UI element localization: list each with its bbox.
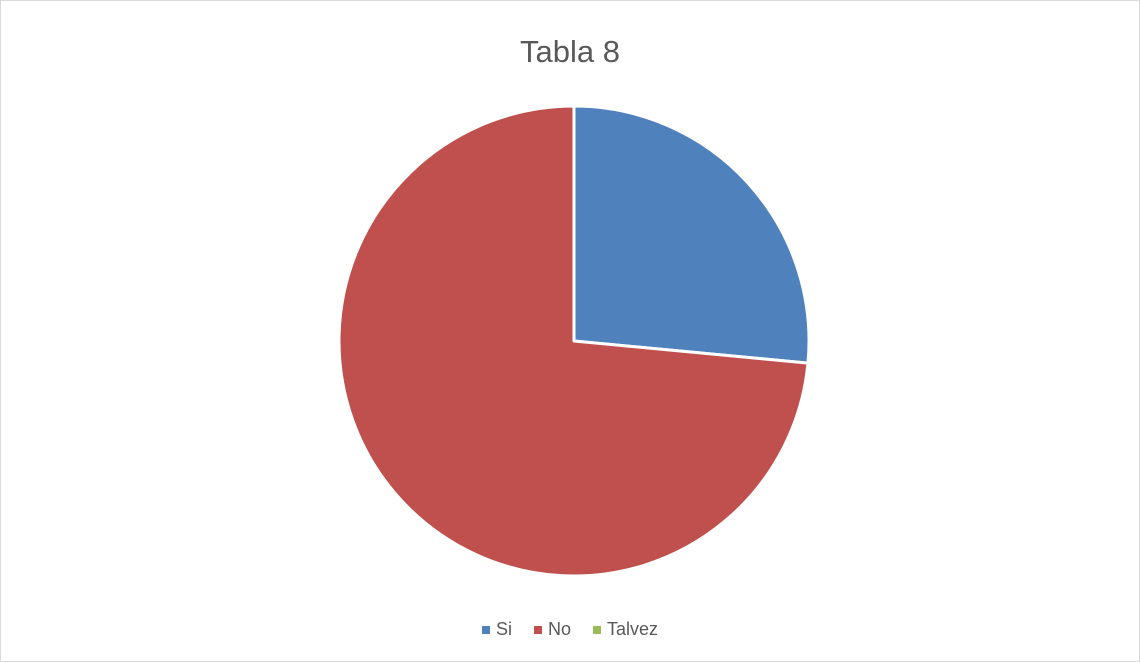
pie-slice-no [337, 104, 810, 578]
legend-label-si: Si [495, 619, 512, 639]
pie-slice-si [572, 104, 811, 365]
legend-swatch-si [481, 625, 490, 634]
pie-slices [337, 104, 811, 578]
legend-label-talvez: Talvez [607, 619, 659, 639]
legend-item-no: No [533, 619, 571, 640]
chart-title: Tabla 8 [520, 34, 620, 69]
legend-swatch-no [533, 625, 542, 634]
legend-item-si: Si [481, 619, 512, 640]
legend-label-no: No [547, 619, 571, 639]
legend: Si No Talvez [0, 619, 1140, 640]
legend-item-talvez: Talvez [593, 619, 658, 640]
legend-swatch-talvez [593, 625, 601, 634]
